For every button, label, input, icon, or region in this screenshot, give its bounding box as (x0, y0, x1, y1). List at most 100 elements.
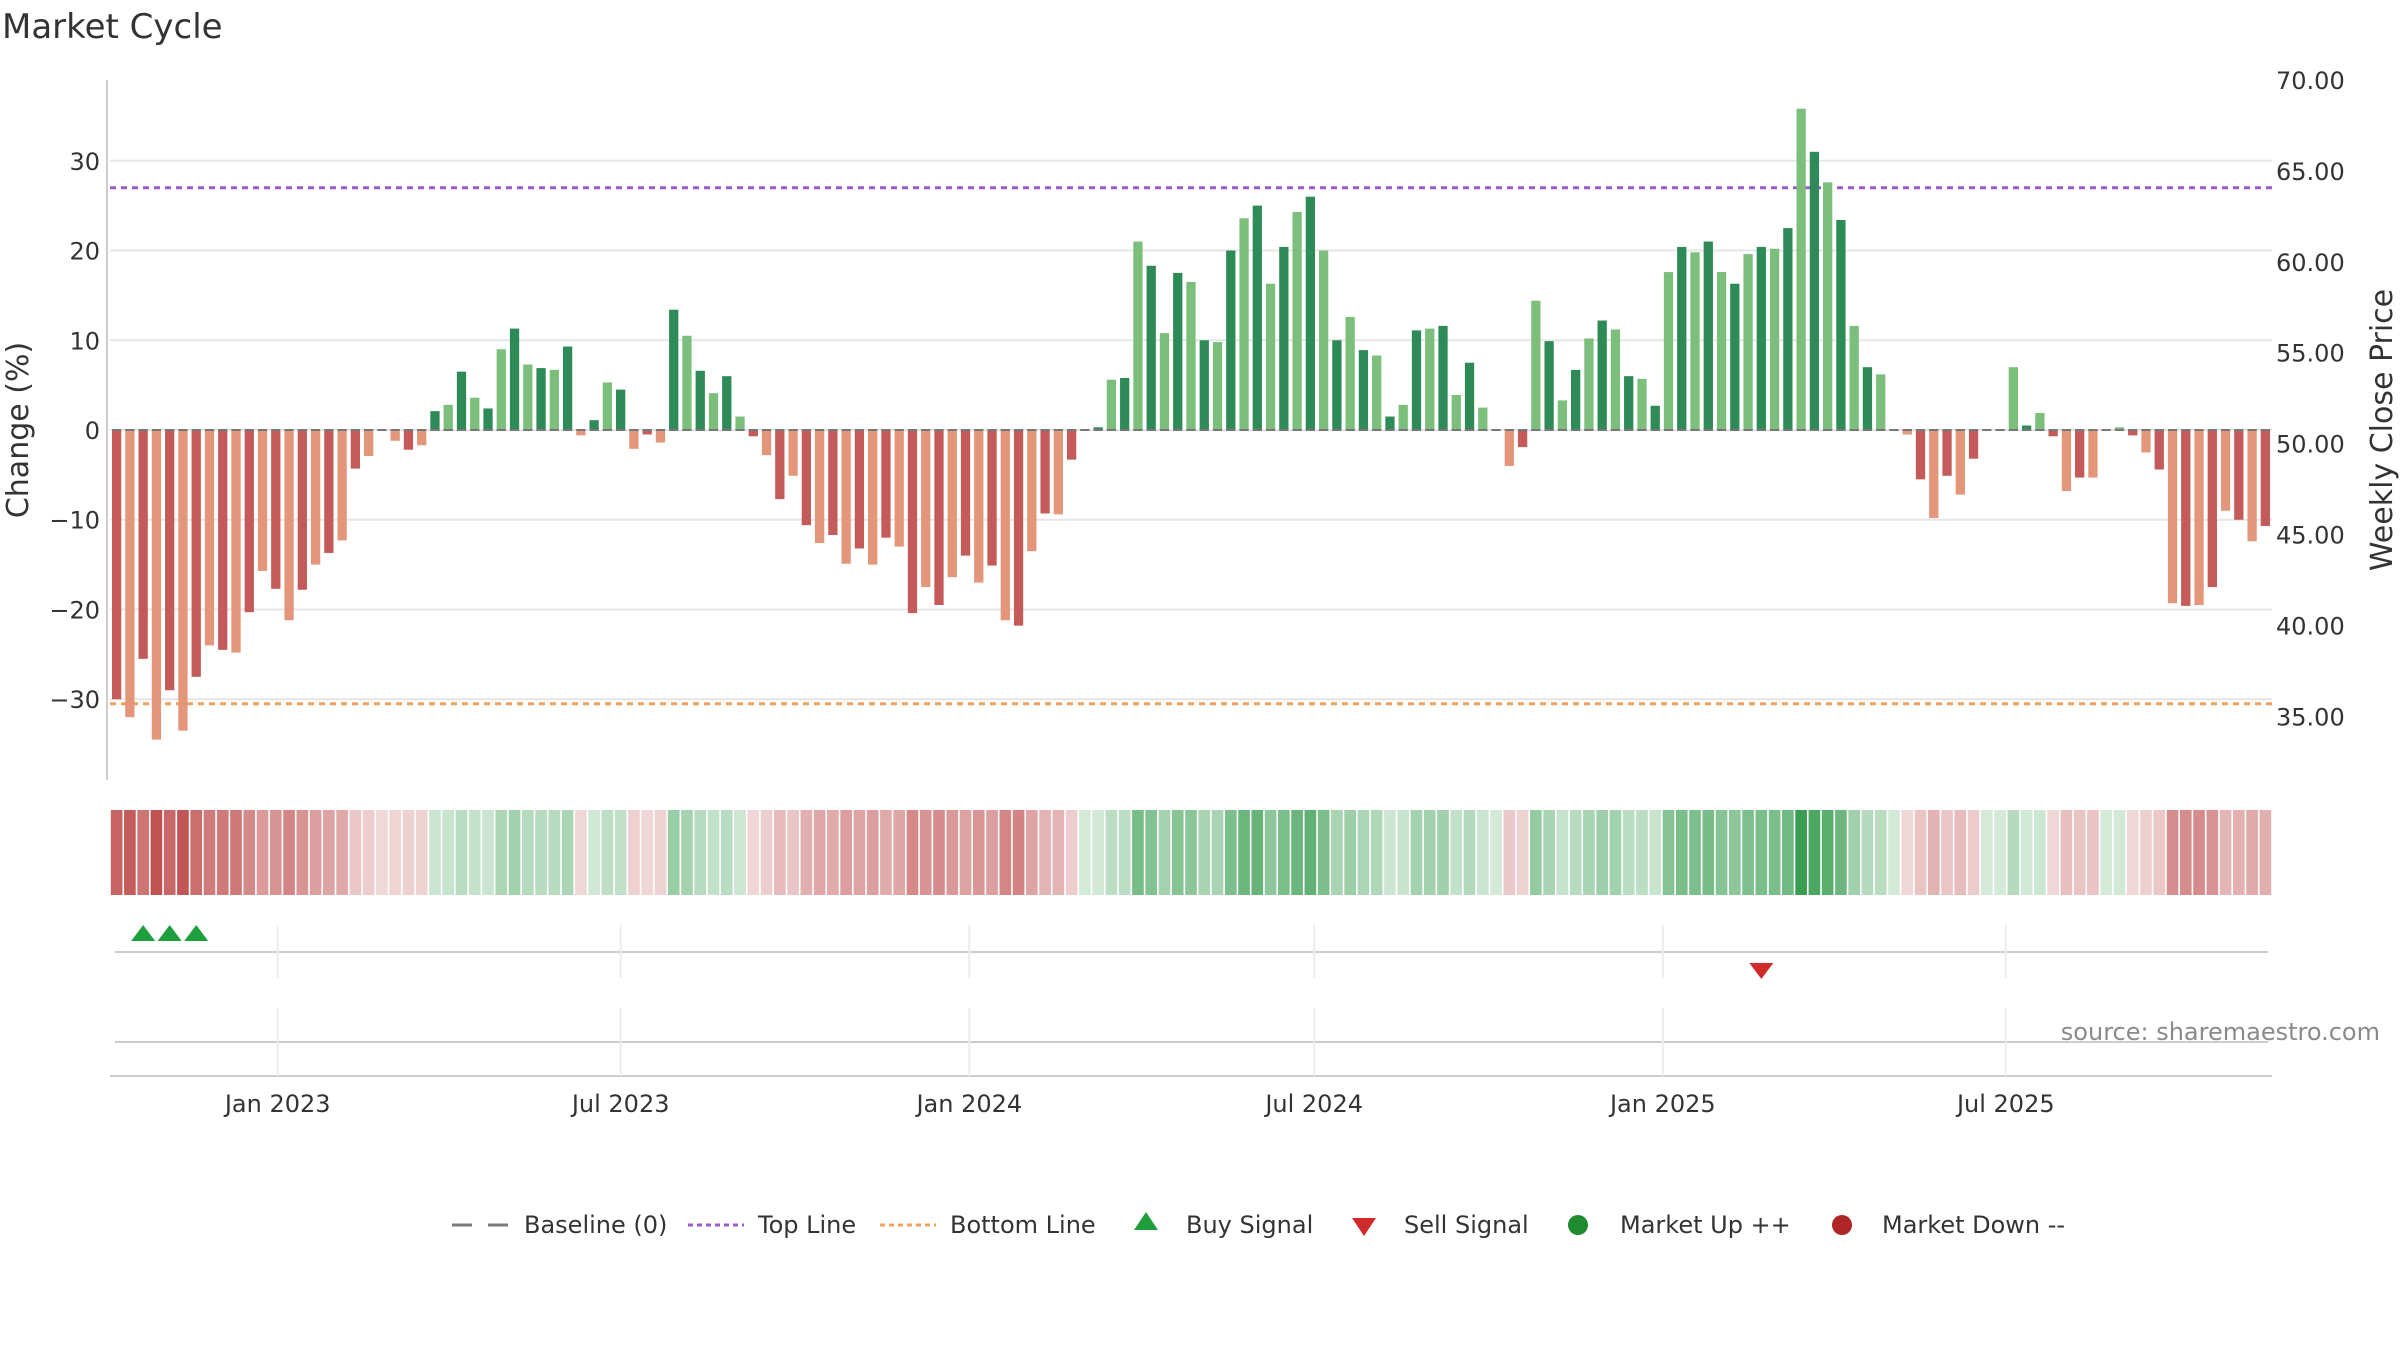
heat-cell (1516, 810, 1529, 895)
bar-series (111, 108, 2271, 740)
change-bar (1637, 378, 1647, 430)
change-bar (854, 430, 865, 549)
change-bar (2141, 430, 2151, 453)
y-tick-label: 30 (69, 148, 100, 176)
heat-cell (1476, 810, 1489, 895)
heat-cell (747, 810, 760, 895)
change-bar (297, 430, 307, 590)
heat-cell (1954, 810, 1967, 895)
heat-cell (216, 810, 229, 895)
heat-cell (1636, 810, 1648, 895)
change-bar (231, 430, 241, 653)
change-bar (1650, 405, 1660, 430)
change-bar (1915, 430, 1926, 480)
heat-cell (906, 810, 919, 895)
change-bar (417, 430, 427, 446)
change-bar (2035, 412, 2045, 430)
heat-cell (1967, 810, 1980, 895)
change-bar (1265, 283, 1276, 430)
heat-cell (933, 810, 945, 895)
change-bar (2021, 425, 2032, 430)
change-bar (669, 309, 679, 430)
heat-cell (2259, 810, 2272, 895)
heat-cell (827, 810, 839, 895)
heat-cell (1012, 810, 1025, 895)
change-bar (1252, 205, 1262, 430)
heat-cell (641, 810, 654, 895)
heat-cell (893, 810, 906, 895)
heat-cell (575, 810, 587, 895)
heat-cell (1994, 810, 2006, 895)
change-bar (390, 430, 400, 441)
change-bar (483, 408, 493, 430)
legend-item-sell: Sell Signal (1352, 1211, 1529, 1239)
heat-cell (561, 810, 574, 895)
heat-cell (1185, 810, 1197, 895)
heat-cell (1649, 810, 1662, 895)
reference-lines (110, 186, 2272, 706)
change-bar (2260, 430, 2271, 527)
change-bar (602, 382, 613, 430)
heat-cell (336, 810, 348, 895)
change-bar (1544, 341, 1554, 430)
legend-item-baseline: Baseline (0) (452, 1211, 667, 1239)
heat-cell (508, 810, 521, 895)
change-bar (1584, 338, 1594, 430)
heat-cell (1198, 810, 1211, 895)
change-bar (244, 430, 254, 613)
change-bar (1571, 369, 1581, 430)
heat-cell (1450, 810, 1463, 895)
heat-cell (1808, 810, 1821, 895)
heat-cell (1158, 810, 1171, 895)
x-tick-label: Jan 2025 (1608, 1090, 1716, 1118)
change-bar (562, 346, 573, 430)
heat-cell (1702, 810, 1715, 895)
change-bar (1345, 316, 1355, 430)
change-bar (1716, 272, 1727, 430)
y2-tick-label: 65.00 (2276, 158, 2345, 186)
heat-cell (2126, 810, 2139, 895)
heat-cell (760, 810, 773, 895)
change-bar (1305, 196, 1316, 430)
heat-cell (1278, 810, 1290, 895)
change-bar (111, 430, 122, 700)
legend-item-market-up: Market Up ++ (1568, 1211, 1791, 1239)
heat-cell (124, 810, 136, 895)
change-bar (1385, 416, 1395, 430)
change-bar (788, 430, 798, 476)
change-bar (828, 430, 838, 535)
heat-cell (1914, 810, 1927, 895)
heat-cell (1437, 810, 1449, 895)
heat-cell (1503, 810, 1516, 895)
heat-cell (190, 810, 203, 895)
change-bar (695, 370, 705, 430)
change-bar (1040, 430, 1050, 514)
change-bar (1451, 395, 1461, 430)
change-bar (1703, 241, 1713, 430)
change-bar (2114, 427, 2125, 430)
change-bar (496, 349, 506, 430)
change-bar (1425, 328, 1435, 430)
heat-cell (1675, 810, 1688, 895)
change-bar (191, 430, 201, 677)
change-bar (1902, 430, 1912, 435)
legend-buy-label: Buy Signal (1186, 1211, 1313, 1239)
change-bar (536, 368, 546, 430)
change-bar (1557, 400, 1568, 430)
change-bar (841, 430, 851, 564)
change-bar (151, 430, 162, 740)
heat-cell (283, 810, 295, 895)
change-bar (881, 430, 891, 538)
change-bar (801, 430, 811, 526)
change-bar (443, 404, 453, 430)
change-bar (2194, 430, 2204, 605)
change-bar (1597, 320, 1607, 430)
heat-cell (2206, 810, 2219, 895)
change-bar (1398, 404, 1408, 430)
heat-cell (296, 810, 309, 895)
heat-cell (1662, 810, 1675, 895)
change-bar (1743, 254, 1753, 430)
buy-signal-marker (184, 925, 209, 941)
x-tick-label: Jan 2024 (914, 1090, 1022, 1118)
change-bar (1173, 272, 1183, 430)
